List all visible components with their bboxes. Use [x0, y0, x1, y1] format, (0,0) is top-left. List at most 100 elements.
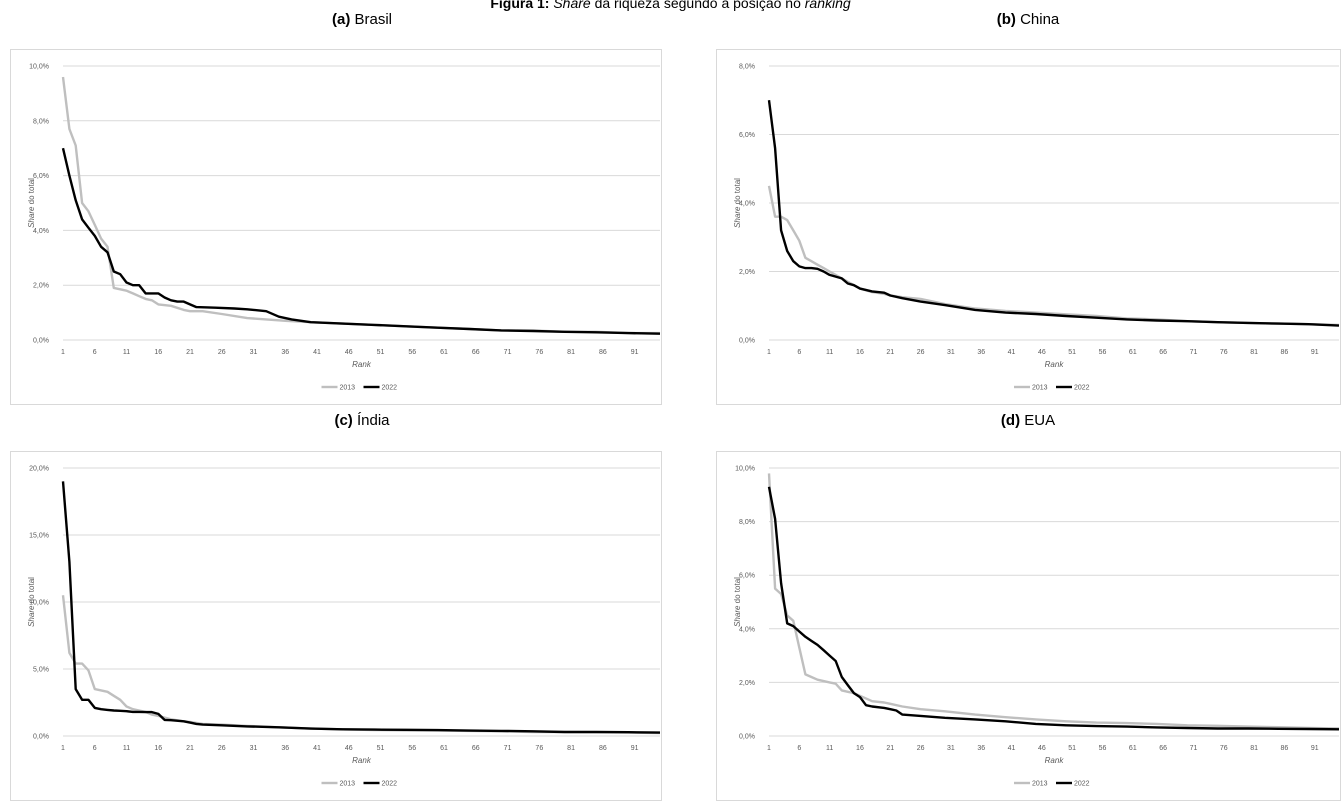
x-tick-label: 21 [886, 745, 894, 752]
x-tick-label: 91 [631, 745, 639, 752]
x-tick-label: 76 [1220, 349, 1228, 356]
y-tick-label: 0,0% [33, 734, 49, 741]
x-tick-label: 71 [504, 349, 512, 356]
x-tick-label: 51 [1068, 745, 1076, 752]
panel-letter-c: (c) [334, 412, 353, 429]
x-tick-label: 56 [408, 349, 416, 356]
chart-panel-china: 0,0% 2,0% 4,0% 6,0% 8,0% 1 6 11 16 21 26 31 36 41 46 51… [716, 49, 1341, 405]
x-tick-label: 81 [567, 745, 575, 752]
series-line-2022 [767, 486, 1340, 731]
y-tick-label: 10,0% [29, 64, 49, 71]
x-tick-label: 26 [917, 349, 925, 356]
x-axis-title: Rank [1045, 756, 1065, 765]
chart-eua: 0,0%2,0%4,0%6,0%8,0%10,0%1 6 11 16 21 26 31 36 4… [733, 466, 1340, 788]
y-tick-label: 8,0% [739, 64, 755, 71]
x-axis-title: Rank [1045, 360, 1065, 369]
chart-india: 0,0%5,0%10,0%15,0%20,0%1 6 11 16 21 26 31 36 41 4… [27, 466, 661, 788]
panel-label-d: (d) EUA [728, 412, 1328, 429]
x-tick-label: 66 [1159, 745, 1167, 752]
series-line-2022 [767, 100, 1340, 327]
x-axis-title: Rank [352, 360, 372, 369]
x-tick-label: 56 [1099, 349, 1107, 356]
y-tick-label: 8,0% [739, 519, 755, 526]
y-tick-label: 5,0% [33, 667, 49, 674]
x-tick-label: 41 [1008, 349, 1016, 356]
x-tick-label: 31 [947, 745, 955, 752]
series-line-2022 [61, 147, 661, 335]
chart-china: 0,0%2,0%4,0%6,0%8,0%1 6 11 16 21 26 31 36 41 46 51… [733, 64, 1340, 392]
x-tick-label: 51 [377, 349, 385, 356]
legend-label: 2013 [340, 385, 356, 392]
panel-name-d: EUA [1024, 412, 1056, 429]
x-tick-label: 86 [599, 745, 607, 752]
x-tick-label: 71 [1190, 745, 1198, 752]
y-tick-label: 2,0% [739, 269, 755, 276]
x-tick-label: 21 [186, 745, 194, 752]
x-tick-label: 16 [154, 349, 162, 356]
panel-name-c: Índia [356, 412, 390, 429]
x-tick-label: 1 [767, 745, 771, 752]
x-tick-label: 11 [826, 349, 833, 356]
y-axis-title: Share do total [27, 178, 36, 228]
x-tick-label: 76 [535, 349, 543, 356]
x-tick-label: 46 [345, 745, 353, 752]
x-tick-label: 16 [154, 745, 162, 752]
figure-title-mid: da riqueza segundo a posição no [590, 0, 805, 11]
y-axis-title: Share do total [733, 178, 742, 228]
panel-name-b: China [1020, 11, 1060, 28]
x-tick-label: 6 [93, 349, 97, 356]
legend-label: 2022 [1074, 385, 1090, 392]
y-tick-label: 2,0% [33, 283, 49, 290]
x-tick-label: 1 [767, 349, 771, 356]
x-tick-label: 71 [504, 745, 512, 752]
series-line-2013 [767, 473, 1340, 730]
panel-name-a: Brasil [354, 11, 393, 28]
y-tick-label: 15,0% [29, 533, 49, 540]
x-tick-label: 71 [1190, 349, 1198, 356]
figure-title-ranking: ranking [804, 0, 851, 11]
x-tick-label: 11 [826, 745, 833, 752]
x-tick-label: 36 [281, 745, 289, 752]
figure-title: Figura 1: Share da riqueza segundo a pos… [0, 0, 1341, 11]
y-tick-label: 4,0% [33, 228, 49, 235]
x-tick-label: 91 [1311, 349, 1319, 356]
x-tick-label: 86 [599, 349, 607, 356]
chart-brasil: 0,0%2,0%4,0%6,0%8,0%10,0%1 6 11 16 21 26 31 36 4… [27, 64, 661, 392]
y-tick-label: 6,0% [33, 173, 49, 180]
x-tick-label: 41 [1008, 745, 1016, 752]
x-tick-label: 6 [797, 349, 801, 356]
panel-label-a: (a) Brasil [62, 11, 662, 28]
series-line-2013 [767, 185, 1340, 327]
x-tick-label: 61 [1129, 349, 1137, 356]
x-tick-label: 11 [123, 349, 130, 356]
x-tick-label: 81 [1250, 745, 1258, 752]
x-tick-label: 16 [856, 349, 864, 356]
legend-label: 2022 [382, 781, 398, 788]
x-tick-label: 81 [1250, 349, 1258, 356]
chart-panel-brasil: 0,0% 2,0% 4,0% 6,0% 8,0% 10,0% 1 6 11 16 21 26 31 36 4… [10, 49, 662, 405]
panel-letter-d: (d) [1000, 412, 1021, 429]
x-tick-label: 1 [61, 745, 65, 752]
x-tick-label: 46 [1038, 745, 1046, 752]
y-tick-label: 6,0% [739, 132, 755, 139]
x-tick-label: 76 [535, 745, 543, 752]
x-tick-label: 46 [1038, 349, 1046, 356]
y-tick-label: 4,0% [739, 201, 755, 208]
x-tick-label: 26 [218, 745, 226, 752]
x-tick-label: 56 [1099, 745, 1107, 752]
x-tick-label: 76 [1220, 745, 1228, 752]
legend-label: 2022 [382, 385, 398, 392]
x-tick-label: 1 [61, 349, 65, 356]
legend-label: 2013 [340, 781, 356, 788]
x-tick-label: 26 [917, 745, 925, 752]
x-tick-label: 91 [631, 349, 639, 356]
y-tick-label: 0,0% [739, 734, 755, 741]
y-tick-label: 8,0% [33, 118, 49, 125]
x-tick-label: 81 [567, 349, 575, 356]
figure-title-number: Figura 1: [490, 0, 550, 11]
x-tick-label: 16 [856, 745, 864, 752]
y-axis-title: Share do total [733, 577, 742, 627]
x-tick-label: 86 [1281, 349, 1289, 356]
series-line-2013 [61, 76, 660, 335]
x-tick-label: 31 [250, 349, 258, 356]
